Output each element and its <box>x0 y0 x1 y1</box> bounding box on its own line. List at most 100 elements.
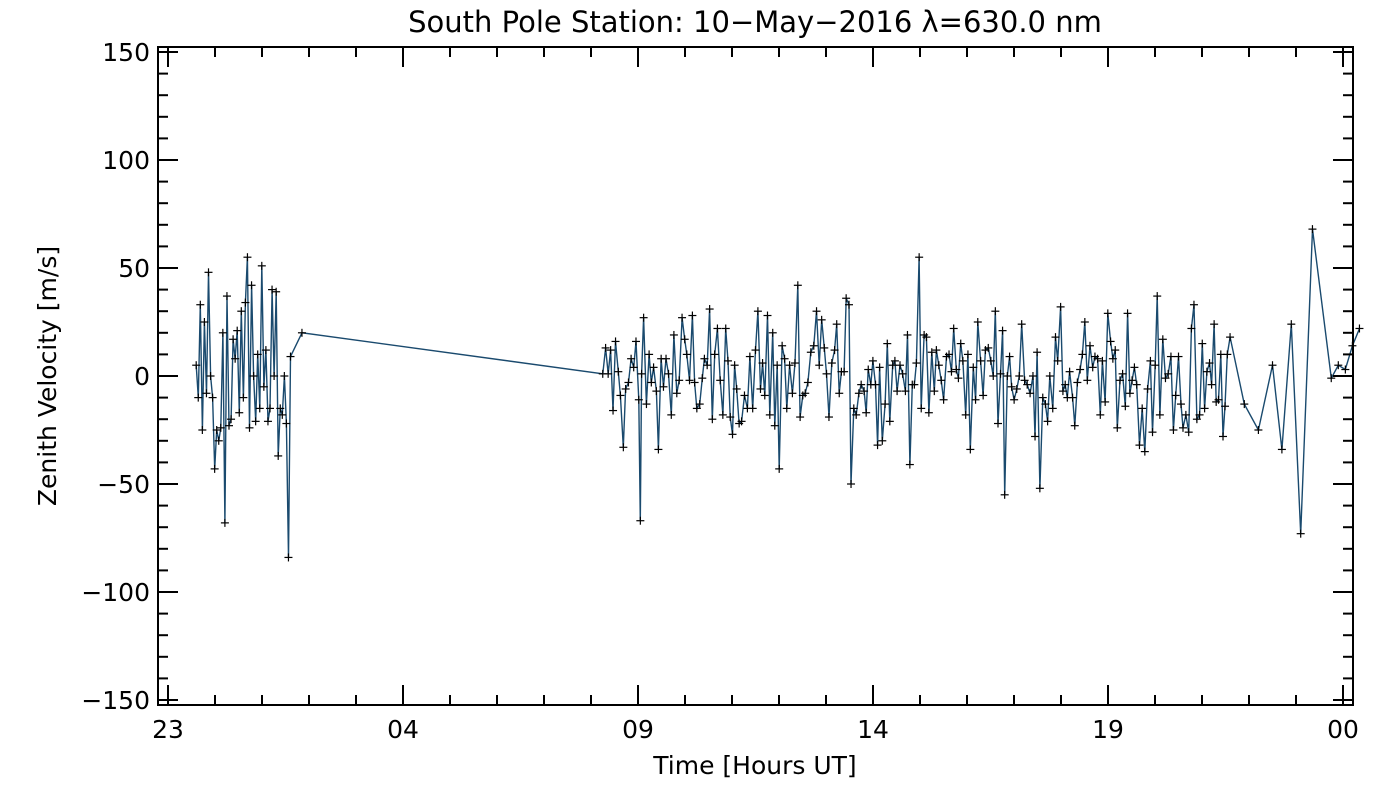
data-point <box>229 335 238 344</box>
data-point <box>647 378 656 387</box>
y-tick-label: −100 <box>81 578 150 607</box>
data-point <box>1254 426 1263 434</box>
data-series <box>195 229 1361 558</box>
data-point <box>634 395 643 404</box>
data-point <box>871 380 880 389</box>
data-point <box>758 359 767 368</box>
data-point <box>1198 339 1207 348</box>
data-point <box>898 369 907 378</box>
y-tick-label: −150 <box>81 686 150 715</box>
data-point <box>790 359 799 368</box>
data-point <box>235 408 244 417</box>
data-point <box>631 337 640 346</box>
data-point <box>1113 423 1122 432</box>
data-point <box>924 408 933 417</box>
data-point <box>667 410 676 419</box>
data-point <box>1111 346 1120 355</box>
data-point <box>903 330 912 339</box>
data-point <box>860 387 869 396</box>
data-point <box>1169 426 1178 434</box>
data-point <box>740 391 749 400</box>
data-point <box>998 326 1007 335</box>
data-point <box>218 328 227 337</box>
data-point <box>1106 337 1115 346</box>
x-axis-title: Time [Hours UT] <box>652 751 856 780</box>
data-point <box>606 346 615 355</box>
data-point <box>1026 389 1035 398</box>
data-point <box>824 413 833 422</box>
data-point <box>915 253 924 262</box>
data-point <box>1181 410 1190 419</box>
data-point <box>844 300 853 309</box>
data-point <box>705 305 714 314</box>
data-point <box>966 445 975 454</box>
x-tick-label: 00 <box>1327 715 1359 744</box>
data-point <box>1200 404 1209 413</box>
data-point <box>690 378 699 387</box>
data-point <box>751 346 760 355</box>
data-point <box>793 281 802 290</box>
data-point <box>796 413 805 422</box>
data-point <box>1078 350 1087 359</box>
data-point <box>1268 361 1277 370</box>
data-point <box>703 361 712 370</box>
data-point <box>721 324 730 333</box>
data-point <box>939 395 948 404</box>
data-point <box>243 253 252 262</box>
data-point <box>200 318 209 326</box>
data-point <box>251 417 260 426</box>
data-point <box>732 384 741 393</box>
data-point <box>737 417 746 426</box>
data-point <box>257 261 266 270</box>
data-point <box>945 350 954 359</box>
data-point <box>619 443 628 452</box>
data-point <box>753 307 762 316</box>
data-point <box>994 419 1003 428</box>
data-point <box>1327 374 1336 383</box>
data-point <box>231 354 240 363</box>
data-point <box>890 356 899 365</box>
data-point <box>1031 432 1040 441</box>
data-point <box>688 311 697 320</box>
data-point <box>266 404 274 413</box>
data-point <box>986 356 995 365</box>
data-point <box>659 382 668 391</box>
data-point <box>1334 361 1343 370</box>
data-point <box>282 419 291 428</box>
data-point <box>1130 363 1139 372</box>
data-point <box>1148 428 1157 437</box>
y-axis: 150 100 50 0 −50 −100 −150 <box>81 38 1353 715</box>
data-point <box>927 348 936 357</box>
data-point <box>614 367 623 376</box>
data-point <box>1184 428 1193 437</box>
data-point <box>1096 410 1105 419</box>
data-point <box>1098 356 1107 365</box>
data-point <box>710 350 719 359</box>
data-point <box>636 516 645 525</box>
data-point <box>286 352 295 361</box>
data-point <box>1308 225 1317 234</box>
data-point <box>1164 369 1173 378</box>
data-point <box>1007 382 1016 391</box>
data-point <box>1205 359 1214 368</box>
data-point <box>278 410 287 419</box>
data-point <box>227 415 236 424</box>
data-point <box>1132 380 1141 389</box>
data-point <box>730 361 739 370</box>
y-tick-label: 0 <box>134 362 150 391</box>
data-point <box>1070 421 1079 430</box>
data-point <box>1020 376 1029 385</box>
data-point <box>1207 380 1216 389</box>
data-point <box>1176 400 1185 409</box>
data-point <box>1023 380 1032 389</box>
data-point <box>1012 384 1021 393</box>
data-point <box>1158 335 1167 344</box>
data-point <box>249 372 258 380</box>
data-point <box>194 393 203 402</box>
data-point <box>708 415 717 424</box>
y-tick-label: 150 <box>102 38 150 67</box>
data-point <box>1153 292 1162 301</box>
y-axis-title: Zenith Velocity [m/s] <box>33 246 62 506</box>
data-point <box>680 335 689 344</box>
